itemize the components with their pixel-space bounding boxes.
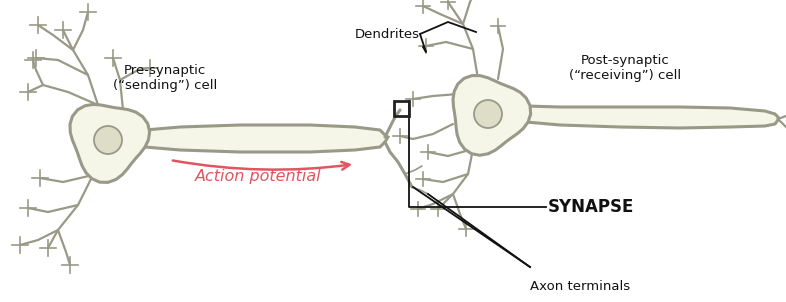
Text: Post-synaptic
(“receiving”) cell: Post-synaptic (“receiving”) cell xyxy=(569,54,681,82)
Text: SYNAPSE: SYNAPSE xyxy=(548,198,634,216)
Polygon shape xyxy=(70,104,149,182)
Polygon shape xyxy=(526,106,778,128)
Text: Axon terminals: Axon terminals xyxy=(530,280,630,293)
Text: Dendrites: Dendrites xyxy=(355,27,420,40)
Polygon shape xyxy=(453,76,531,155)
Ellipse shape xyxy=(94,126,122,154)
Text: Pre-synaptic
(“sending”) cell: Pre-synaptic (“sending”) cell xyxy=(113,64,217,92)
Ellipse shape xyxy=(474,100,502,128)
FancyArrowPatch shape xyxy=(173,160,350,170)
Polygon shape xyxy=(145,125,388,152)
Text: Action potential: Action potential xyxy=(195,169,321,184)
Bar xyxy=(394,101,409,116)
